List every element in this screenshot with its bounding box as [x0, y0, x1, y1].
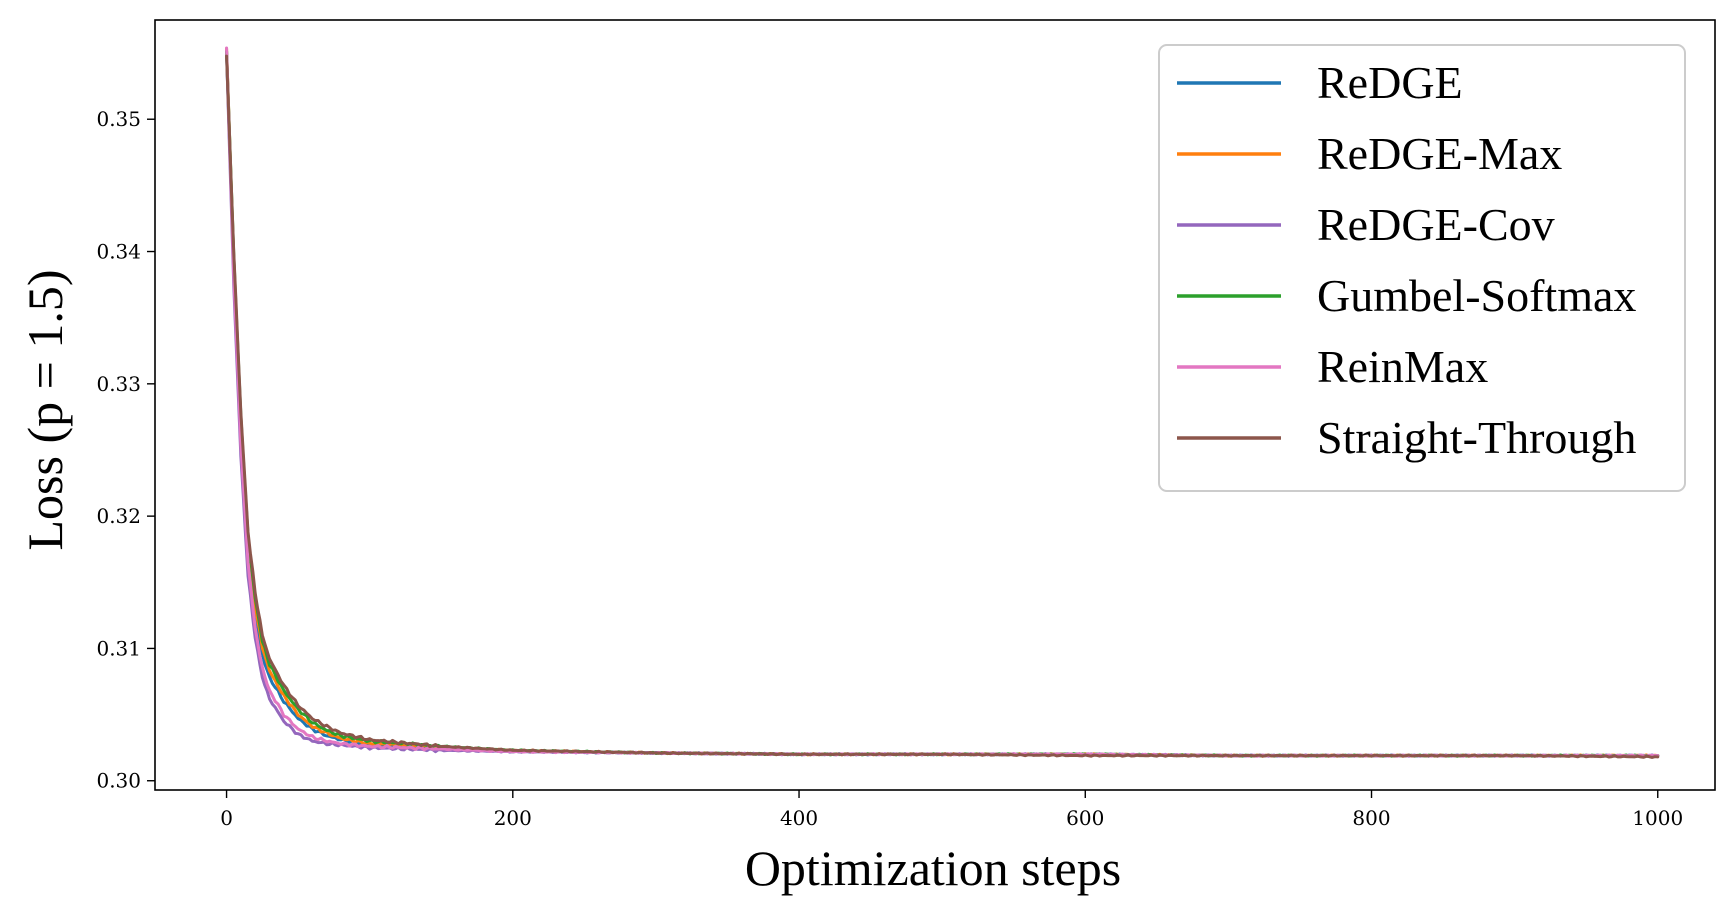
series-line-straight-through: [225, 54, 1660, 759]
x-tick-label: 600: [1066, 806, 1104, 830]
x-tick-label: 400: [780, 806, 818, 830]
y-tick-label: 0.32: [96, 504, 141, 528]
y-tick-label: 0.30: [96, 769, 141, 793]
legend-label: ReDGE-Max: [1317, 128, 1562, 179]
legend-box: [1158, 44, 1686, 492]
x-tick-label: 200: [494, 806, 532, 830]
x-axis-label: Optimization steps: [745, 840, 1121, 896]
legend-label: Straight-Through: [1317, 412, 1636, 463]
axes: 0 200 400 600 800 1000 0.30 0.31 0.32 0.33 0.34 0.3…: [96, 19, 1716, 830]
legend: ReDGE ReDGE-Max ReDGE-Cov Gumbel-Softmax Rei…: [1158, 44, 1686, 492]
legend-label: ReDGE: [1317, 57, 1463, 108]
legend-label: Gumbel-Softmax: [1317, 270, 1636, 321]
plot-area: [225, 46, 1660, 759]
y-tick-label: 0.35: [96, 107, 141, 131]
y-tick-label: 0.33: [96, 372, 141, 396]
legend-label: ReDGE-Cov: [1317, 199, 1555, 250]
x-tick-label: 1000: [1632, 806, 1683, 830]
axes-frame: [154, 19, 1716, 791]
legend-label: ReinMax: [1317, 341, 1488, 392]
y-axis-label: Loss (p = 1.5): [17, 270, 73, 551]
y-tick-label: 0.34: [96, 240, 141, 264]
y-tick-label: 0.31: [96, 636, 141, 660]
x-tick-label: 0: [220, 806, 233, 830]
x-tick-label: 800: [1352, 806, 1390, 830]
